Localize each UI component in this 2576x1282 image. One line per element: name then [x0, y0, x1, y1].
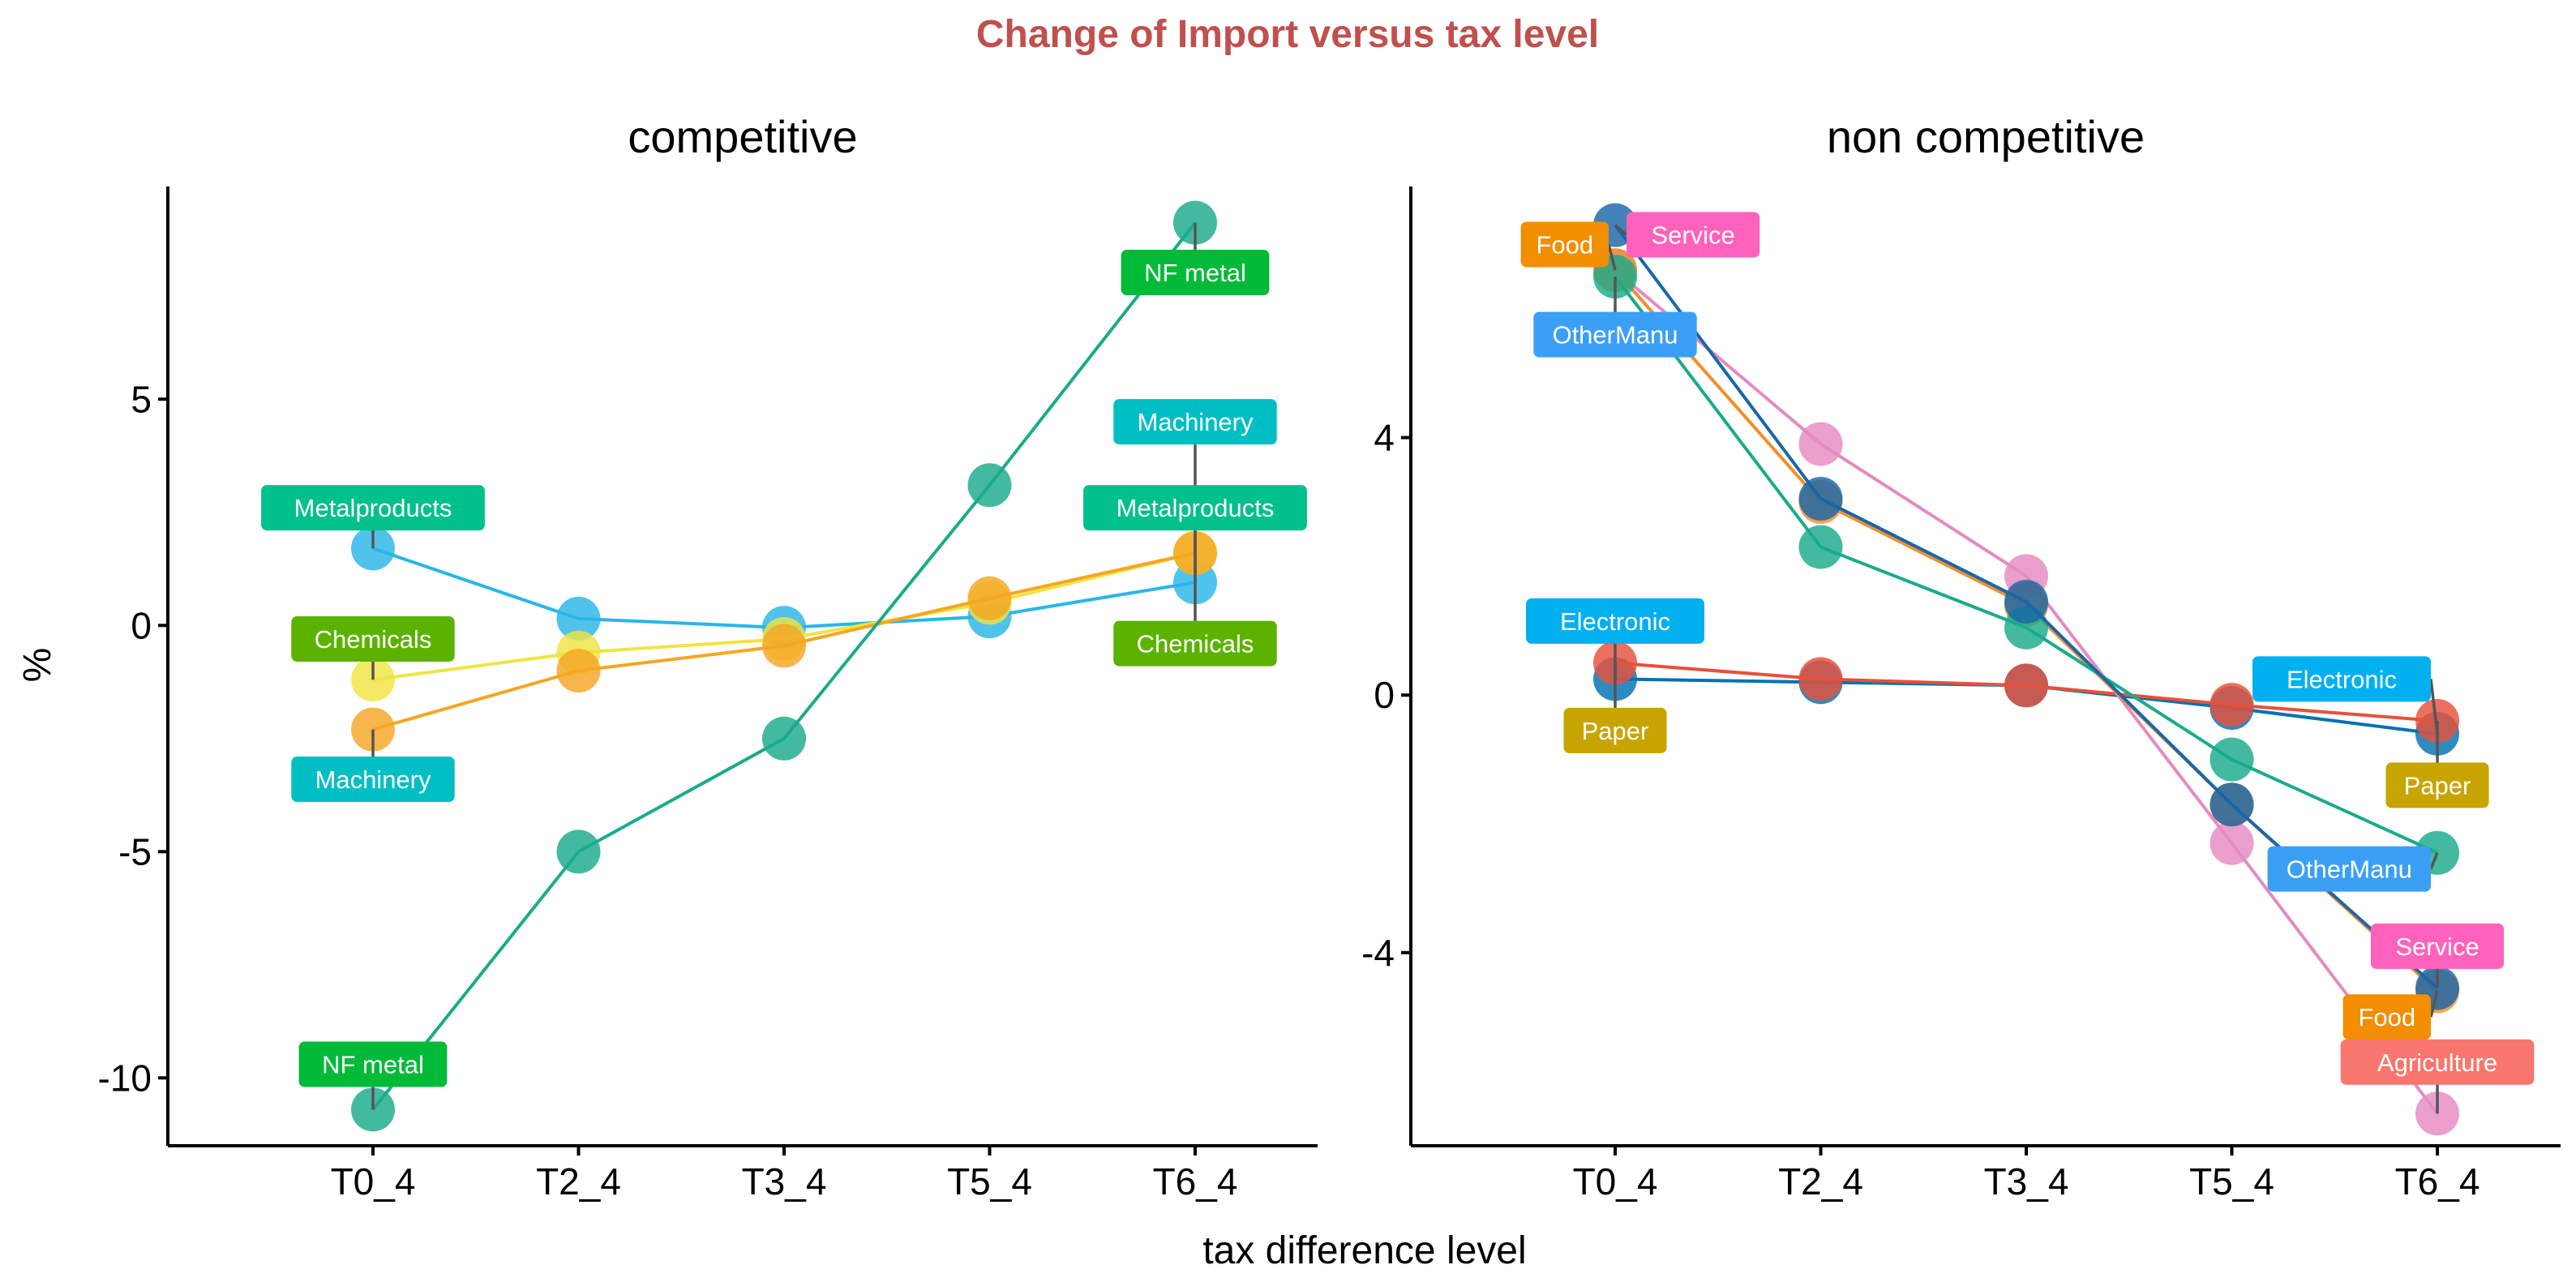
data-label: Machinery — [315, 765, 431, 794]
data-label: NF metal — [322, 1051, 424, 1079]
data-label: Food — [1536, 230, 1593, 259]
label-connector — [2429, 852, 2439, 870]
label-box — [1113, 399, 1277, 445]
label-box — [298, 1041, 448, 1087]
data-label: Chemicals — [315, 625, 432, 654]
label-connector — [1607, 244, 1617, 271]
data-point-Paper-T5_4 — [2210, 683, 2254, 727]
label-box — [2267, 846, 2431, 892]
data-label: Service — [1651, 221, 1734, 250]
label-box — [1083, 485, 1307, 531]
y-tick-label: 0 — [131, 604, 152, 646]
data-label: OtherManu — [1552, 321, 1678, 349]
facet-title: non competitive — [1827, 111, 2145, 162]
data-label: Electronic — [1560, 607, 1670, 636]
y-tick-label: -10 — [98, 1057, 152, 1099]
label-box — [2340, 1039, 2535, 1085]
label-box — [1563, 707, 1667, 753]
label-box — [1533, 311, 1697, 358]
x-tick-label: T6_4 — [1153, 1160, 1238, 1203]
x-tick-label: T0_4 — [1573, 1160, 1658, 1203]
x-tick-label: T3_4 — [1984, 1160, 2069, 1203]
data-label: Paper — [1582, 717, 1649, 745]
label-box — [2342, 994, 2431, 1040]
x-tick-label: T6_4 — [2395, 1160, 2480, 1203]
label-box — [2385, 762, 2489, 808]
panels: competitive -10 -5 0 5 T0_4 T2_4 T3_4 T5_4 T6_4 Me… — [98, 111, 2561, 1203]
label-box — [1113, 620, 1277, 667]
label-box — [1121, 250, 1270, 296]
y-tick-label: 5 — [131, 378, 152, 420]
data-label: Metalproducts — [1117, 494, 1275, 522]
y-tick-label: -4 — [1361, 932, 1395, 974]
data-label: Metalproducts — [294, 494, 452, 522]
data-point-OtherManu-T2_4 — [1798, 525, 1843, 569]
data-point-Machinery-T3_4 — [762, 624, 806, 668]
panel-competitive: competitive -10 -5 0 5 T0_4 T2_4 T3_4 T5_4 T6_4 Me… — [98, 111, 1318, 1203]
data-label: Machinery — [1138, 408, 1254, 436]
y-tick-label: 0 — [1374, 674, 1395, 716]
label-box — [1520, 221, 1609, 268]
chart-title: Change of Import versus tax level — [976, 13, 1599, 56]
data-point-NF-metal-T2_4 — [556, 830, 601, 874]
label-connector — [2429, 991, 2439, 1018]
data-point-Agriculture-T2_4 — [1798, 422, 1843, 466]
data-point-Metalproducts-T2_4 — [556, 596, 601, 641]
x-tick-label: T5_4 — [2189, 1160, 2274, 1203]
y-tick-label: 4 — [1374, 417, 1395, 459]
data-point-Paper-T2_4 — [1798, 657, 1843, 701]
data-label: Agriculture — [2377, 1048, 2497, 1077]
data-label: OtherManu — [2287, 855, 2412, 884]
data-label: NF metal — [1144, 259, 1246, 287]
label-box — [1526, 598, 1704, 644]
label-box — [2370, 923, 2505, 969]
x-tick-label: T2_4 — [1778, 1160, 1863, 1203]
x-tick-label: T2_4 — [536, 1160, 621, 1203]
data-label: Service — [2395, 933, 2479, 961]
data-point-Agriculture-T5_4 — [2210, 821, 2254, 865]
data-point-Service-T3_4 — [2004, 580, 2048, 624]
x-axis-title: tax difference level — [1202, 1229, 1526, 1272]
data-point-Service-T5_4 — [2210, 782, 2254, 827]
y-tick-label: -5 — [118, 830, 152, 873]
data-point-Machinery-T5_4 — [967, 576, 1012, 620]
data-label: Paper — [2404, 771, 2471, 800]
data-label: Electronic — [2287, 665, 2397, 693]
facet-title: competitive — [628, 111, 857, 162]
x-tick-label: T5_4 — [947, 1160, 1032, 1203]
label-box — [261, 485, 485, 531]
data-point-Service-T2_4 — [1798, 477, 1843, 521]
label-box — [1627, 212, 1760, 258]
x-tick-label: T3_4 — [742, 1160, 827, 1203]
label-connector — [1614, 224, 1628, 236]
y-axis-title: % — [16, 648, 59, 683]
data-point-NF-metal-T5_4 — [967, 463, 1012, 508]
label-box — [291, 757, 455, 803]
label-box — [291, 616, 455, 662]
panel-non-competitive: non competitive -4 0 4 T0_4 T2_4 T3_4 T5_4 T6_4 F… — [1361, 111, 2561, 1203]
x-tick-label: T0_4 — [331, 1160, 416, 1203]
label-box — [2252, 656, 2431, 702]
data-point-NF-metal-T3_4 — [762, 716, 806, 761]
data-point-OtherManu-T5_4 — [2210, 737, 2254, 782]
data-label: Chemicals — [1137, 630, 1254, 658]
data-label: Food — [2358, 1003, 2415, 1031]
data-point-Machinery-T2_4 — [556, 649, 601, 693]
data-point-Paper-T3_4 — [2004, 663, 2048, 708]
